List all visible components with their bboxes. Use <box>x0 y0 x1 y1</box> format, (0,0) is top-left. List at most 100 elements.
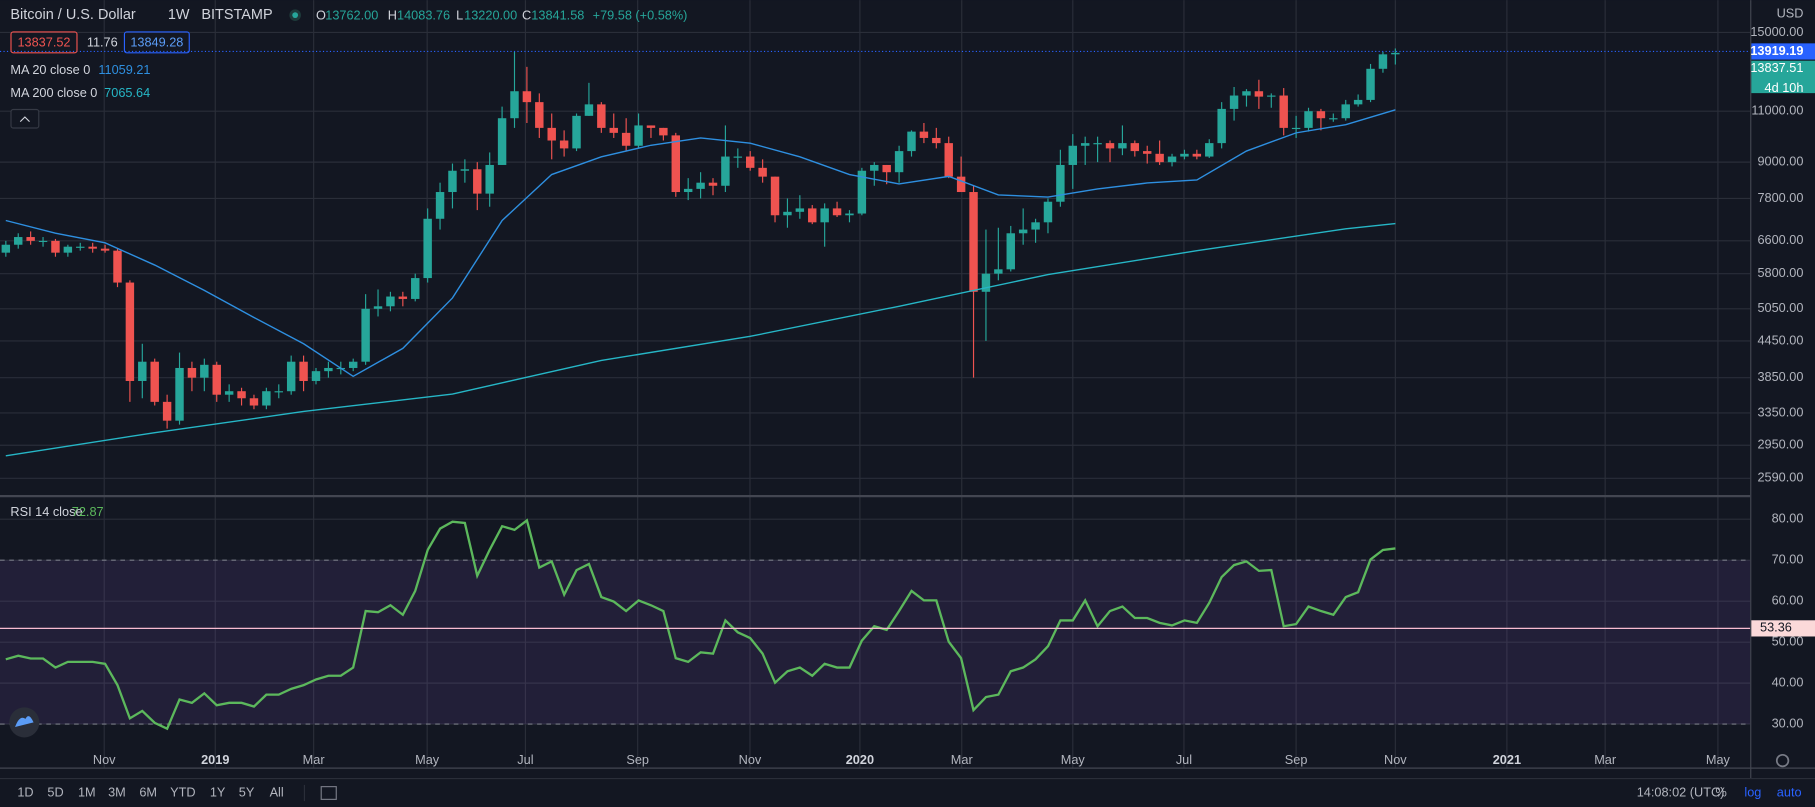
ask-box[interactable] <box>123 31 190 54</box>
range-button[interactable]: 3M <box>108 784 126 799</box>
candle-body <box>981 273 991 292</box>
collapse-button[interactable] <box>10 108 40 129</box>
candle-body <box>26 237 35 241</box>
level-line-box <box>1751 620 1815 637</box>
candle-body <box>324 367 333 372</box>
candle-body <box>14 237 23 245</box>
candle-body <box>411 278 420 299</box>
rsi-band <box>0 560 1751 725</box>
candle-body <box>175 367 184 421</box>
candle-body <box>770 176 780 216</box>
candle-body <box>1068 145 1078 165</box>
range-button[interactable]: 5D <box>47 784 63 799</box>
range-button[interactable]: 1Y <box>210 784 226 799</box>
candle-body <box>1378 54 1388 69</box>
candle-body <box>1043 201 1053 223</box>
x-tick-label: 2021 <box>1493 752 1521 767</box>
candle-body <box>1130 143 1140 152</box>
clock[interactable]: 14:08:02 (UTC) <box>1637 784 1725 799</box>
candle-body <box>398 296 408 299</box>
x-tick-label: May <box>415 752 440 767</box>
legend-value: 13841.58 <box>531 8 584 23</box>
candle-body <box>994 269 1003 274</box>
candle-body <box>584 104 594 116</box>
bid: 13837.52 <box>17 34 70 49</box>
candle-body <box>1229 95 1239 109</box>
x-tick-label: Nov <box>93 752 116 767</box>
candle-body <box>348 361 358 368</box>
candle-body <box>746 156 755 168</box>
candle-body <box>224 391 234 395</box>
candle-body <box>373 306 383 309</box>
candle-body <box>63 246 73 253</box>
candle-body <box>969 192 978 292</box>
log-toggle[interactable]: log <box>1744 784 1761 799</box>
candle-body <box>621 132 631 146</box>
bid-box[interactable] <box>10 31 78 54</box>
date-range-icon[interactable] <box>320 786 337 800</box>
candle-body <box>113 250 122 283</box>
settings-icon[interactable] <box>1775 753 1790 768</box>
candle-body <box>683 188 693 193</box>
legend-key: C <box>522 8 531 23</box>
candle-body <box>299 361 308 381</box>
symbol-title: Bitcoin / U.S. Dollar <box>10 7 135 23</box>
rsi-tick-label: 60.00 <box>1772 593 1804 608</box>
price-line-box <box>1751 43 1815 60</box>
candle-body <box>646 125 656 128</box>
candle-body <box>361 308 370 362</box>
x-tick-label: Mar <box>303 752 326 767</box>
candle-body <box>1366 68 1375 100</box>
candle-body <box>262 391 271 406</box>
candle-body <box>1080 143 1090 146</box>
auto-toggle[interactable]: auto <box>1777 784 1802 799</box>
candle-body <box>882 164 891 173</box>
candle-body <box>88 246 97 249</box>
candle-body <box>274 391 283 393</box>
candle-body <box>696 182 705 189</box>
candle-body <box>907 131 916 152</box>
candle-body <box>138 361 147 381</box>
x-tick-label: Mar <box>951 752 974 767</box>
candle-body <box>1105 143 1115 149</box>
labels: Bitcoin / U.S. Dollar 1W BITSTAMP O 1376… <box>9 5 1815 802</box>
rsi-line <box>5 518 1396 731</box>
y-tick-label: 2590.00 <box>1757 470 1803 485</box>
range-button[interactable]: YTD <box>170 784 195 799</box>
level-line-label: 53.36 <box>1760 620 1792 635</box>
candle-body <box>820 208 829 223</box>
candle-body <box>1093 143 1102 145</box>
range-button[interactable]: 1M <box>78 784 96 799</box>
candle-body <box>51 240 60 253</box>
candle-body <box>448 170 457 193</box>
candle-body <box>187 367 197 378</box>
x-tick-label: Nov <box>1384 752 1407 767</box>
countdown: 4d 10h <box>1765 80 1804 95</box>
range-button[interactable]: All <box>270 784 284 799</box>
candle-body <box>286 361 296 392</box>
candle-body <box>1180 153 1189 157</box>
y-tick-label: 11000.00 <box>1751 103 1803 118</box>
candle-body <box>783 211 792 216</box>
candle-body <box>1316 111 1326 119</box>
moving-average-line <box>5 222 1396 457</box>
range-button[interactable]: 1D <box>17 784 33 799</box>
candle-body <box>845 213 854 216</box>
range-button[interactable]: 6M <box>139 784 157 799</box>
candle-body <box>919 131 929 138</box>
candle-body <box>572 115 581 149</box>
candle-body <box>522 91 532 103</box>
candle-body <box>1143 151 1152 154</box>
candle-body <box>1217 108 1226 144</box>
y-tick-label: 5800.00 <box>1757 265 1803 280</box>
candle-body <box>857 170 867 214</box>
candle-body <box>894 151 904 173</box>
y-tick-label: 2950.00 <box>1757 437 1803 452</box>
range-button[interactable]: 5Y <box>239 784 255 799</box>
y-tick-label: 15000.00 <box>1750 24 1803 39</box>
ma20-value: 11059.21 <box>98 62 150 77</box>
percent-toggle[interactable]: % <box>1715 784 1726 799</box>
candle-body <box>1341 104 1350 119</box>
candle-body <box>1 244 11 253</box>
